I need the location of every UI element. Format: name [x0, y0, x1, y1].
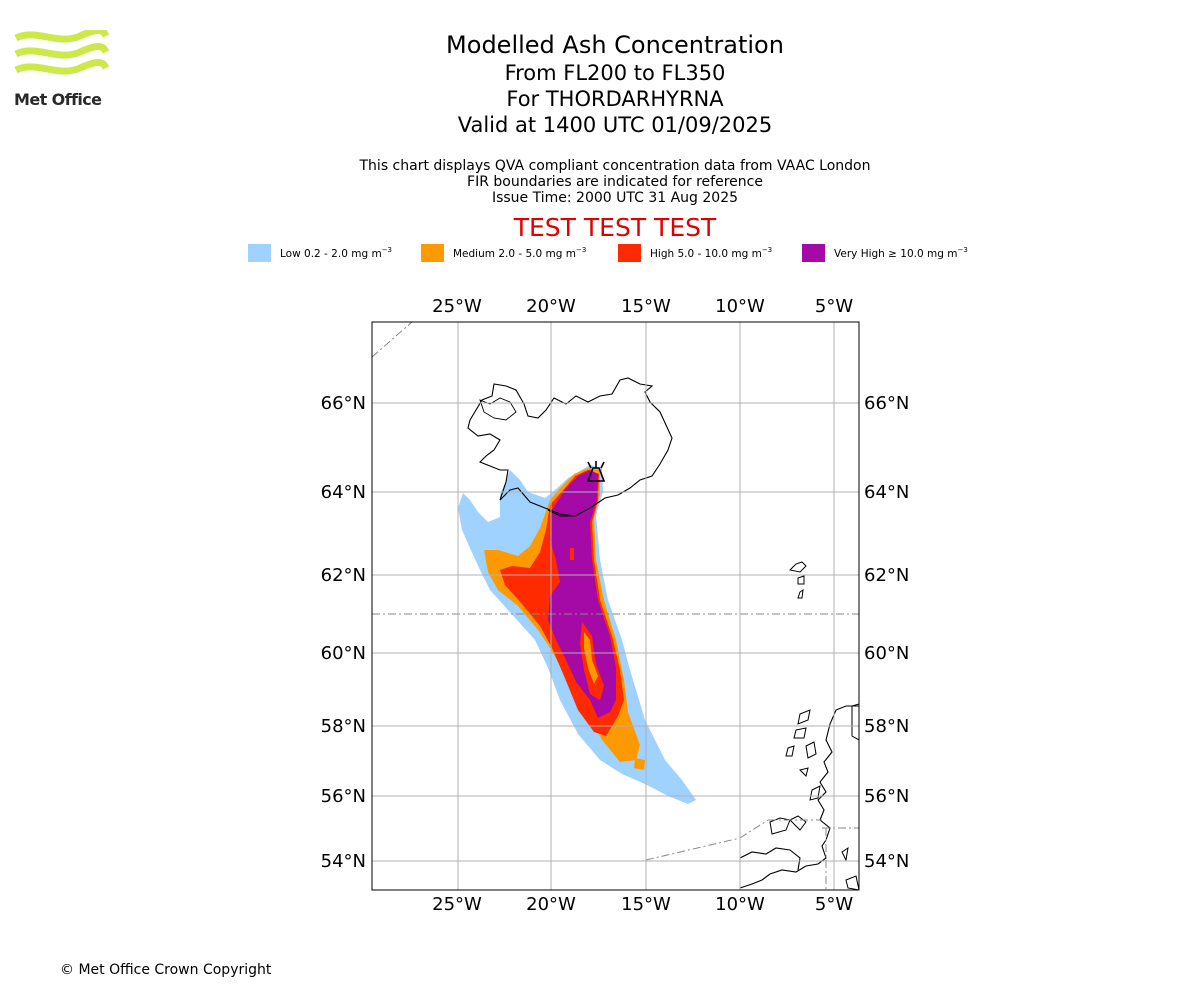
- test-banner: TEST TEST TEST: [513, 213, 717, 242]
- lat-labels-left: 66°N 64°N 62°N 60°N 58°N 56°N 54°N: [321, 393, 366, 872]
- lat-label: 62°N: [864, 565, 909, 586]
- legend-swatch-medium: [421, 244, 444, 262]
- lat-label: 66°N: [321, 393, 366, 414]
- lon-label: 10°W: [715, 296, 765, 317]
- issue-time: Issue Time: 2000 UTC 31 Aug 2025: [491, 190, 739, 206]
- iceland-westfjords-detail: [479, 397, 517, 421]
- lat-label: 64°N: [864, 482, 909, 503]
- met-office-waves-icon: [14, 27, 110, 75]
- met-office-logo: Met Office: [14, 27, 110, 112]
- lat-label: 66°N: [864, 393, 909, 414]
- lon-label: 15°W: [621, 296, 671, 317]
- lon-label: 15°W: [621, 894, 671, 915]
- chart-description: This chart displays QVA compliant concen…: [315, 158, 915, 206]
- lat-label: 54°N: [321, 851, 366, 872]
- legend-swatch-high: [618, 244, 641, 262]
- lon-label: 5°W: [815, 296, 853, 317]
- map-background: [372, 322, 859, 890]
- legend-label-medium: Medium 2.0 - 5.0 mg m−3: [453, 246, 587, 260]
- ash-area-medium-patch: [634, 758, 645, 770]
- iceland-coastline: [467, 377, 673, 517]
- legend-swatch-very-high: [802, 244, 825, 262]
- volcano-marker-icon: [586, 461, 606, 482]
- legend-label-low: Low 0.2 - 2.0 mg m−3: [280, 246, 393, 260]
- faroe-islands: [788, 561, 807, 599]
- chart-title-block: Modelled Ash Concentration From FL200 to…: [315, 30, 915, 138]
- chart-title: Modelled Ash Concentration: [446, 31, 784, 59]
- lat-label: 64°N: [321, 482, 366, 503]
- lat-label: 62°N: [321, 565, 366, 586]
- lon-label: 25°W: [432, 894, 482, 915]
- lat-label: 58°N: [321, 716, 366, 737]
- iceland-south-coast: [547, 509, 575, 517]
- lon-labels-top: 25°W 20°W 15°W 10°W 5°W: [432, 296, 853, 317]
- logo-text: Met Office: [14, 90, 102, 109]
- lat-label: 58°N: [864, 716, 909, 737]
- graticule: [372, 322, 859, 890]
- volcano-name: For THORDARHYRNA: [506, 87, 724, 111]
- lat-label: 60°N: [864, 643, 909, 664]
- ireland-coastline: [739, 847, 801, 871]
- flight-level-range: From FL200 to FL350: [504, 61, 726, 85]
- ash-inner-high-2: [570, 548, 574, 560]
- ash-inner-orange-1: [584, 632, 598, 684]
- description-line-1: This chart displays QVA compliant concen…: [359, 158, 871, 174]
- lat-label: 56°N: [864, 786, 909, 807]
- map-frame: [371, 321, 860, 891]
- legend-label-very-high: Very High ≥ 10.0 mg m−3: [834, 246, 968, 260]
- valid-time: Valid at 1400 UTC 01/09/2025: [457, 113, 773, 137]
- copyright-notice: © Met Office Crown Copyright: [60, 962, 272, 978]
- legend-swatch-low: [248, 244, 271, 262]
- lon-label: 25°W: [432, 296, 482, 317]
- scottish-islands: [769, 709, 821, 835]
- lat-label: 56°N: [321, 786, 366, 807]
- lon-labels-bottom: 25°W 20°W 15°W 10°W 5°W: [432, 894, 853, 915]
- lat-label: 54°N: [864, 851, 909, 872]
- lon-label: 20°W: [526, 894, 576, 915]
- lon-label: 20°W: [526, 296, 576, 317]
- ash-area-very-high: [548, 470, 616, 718]
- lon-label: 10°W: [715, 894, 765, 915]
- lat-label: 60°N: [321, 643, 366, 664]
- legend-label-high: High 5.0 - 10.0 mg m−3: [650, 246, 773, 260]
- lat-labels-right: 66°N 64°N 62°N 60°N 58°N 56°N 54°N: [864, 393, 909, 872]
- description-line-2: FIR boundaries are indicated for referen…: [467, 174, 763, 190]
- lon-label: 5°W: [815, 894, 853, 915]
